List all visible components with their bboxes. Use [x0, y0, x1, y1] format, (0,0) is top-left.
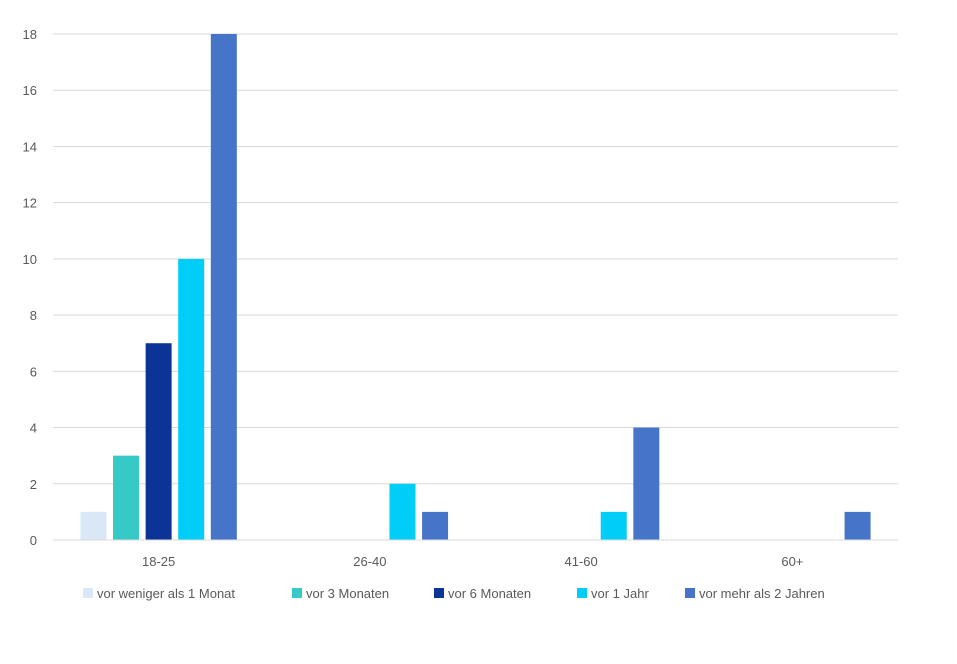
bar-18-25-series-3: [178, 258, 205, 540]
legend-item: vor mehr als 2 Jahren: [685, 586, 825, 601]
bar-18-25-series-0: [80, 511, 107, 540]
y-tick-label: 16: [23, 83, 37, 98]
bar-18-25-series-4: [210, 34, 237, 540]
legend-label: vor 6 Monaten: [448, 586, 531, 601]
bar-26-40-series-3: [389, 483, 416, 540]
x-tick-label: 26-40: [353, 554, 386, 569]
bar-41-60-series-4: [633, 427, 660, 540]
legend-swatch: [577, 588, 587, 598]
y-tick-label: 14: [23, 139, 37, 154]
legend: vor weniger als 1 Monat vor 3 Monaten vor …: [83, 586, 825, 601]
bars: [80, 34, 871, 540]
y-tick-label: 8: [30, 308, 37, 323]
x-tick-label: 41-60: [565, 554, 598, 569]
legend-label: vor weniger als 1 Monat: [97, 586, 235, 601]
y-tick-label: 12: [23, 196, 37, 211]
bar-18-25-series-2: [145, 343, 172, 540]
legend-swatch: [434, 588, 444, 598]
bar-60+-series-4: [844, 511, 871, 540]
legend-swatch: [685, 588, 695, 598]
bar-26-40-series-4: [422, 511, 449, 540]
legend-item: vor weniger als 1 Monat: [83, 586, 235, 601]
legend-item: vor 6 Monaten: [434, 586, 531, 601]
y-tick-label: 4: [30, 421, 37, 436]
bar-41-60-series-3: [600, 511, 627, 540]
y-axis-tick-labels: 0 2 4 6 8 10 12 14 16 18: [23, 27, 37, 548]
y-tick-label: 6: [30, 364, 37, 379]
bar-18-25-series-1: [113, 455, 140, 540]
x-tick-label: 18-25: [142, 554, 175, 569]
legend-item: vor 1 Jahr: [577, 586, 649, 601]
legend-swatch: [83, 588, 93, 598]
y-tick-label: 0: [30, 533, 37, 548]
x-axis-tick-labels: 18-25 26-40 41-60 60+: [142, 554, 803, 569]
y-tick-label: 10: [23, 252, 37, 267]
y-tick-label: 2: [30, 477, 37, 492]
legend-label: vor 3 Monaten: [306, 586, 389, 601]
y-tick-label: 18: [23, 27, 37, 42]
legend-item: vor 3 Monaten: [292, 586, 389, 601]
x-tick-label: 60+: [781, 554, 803, 569]
legend-label: vor mehr als 2 Jahren: [699, 586, 825, 601]
legend-swatch: [292, 588, 302, 598]
legend-label: vor 1 Jahr: [591, 586, 649, 601]
